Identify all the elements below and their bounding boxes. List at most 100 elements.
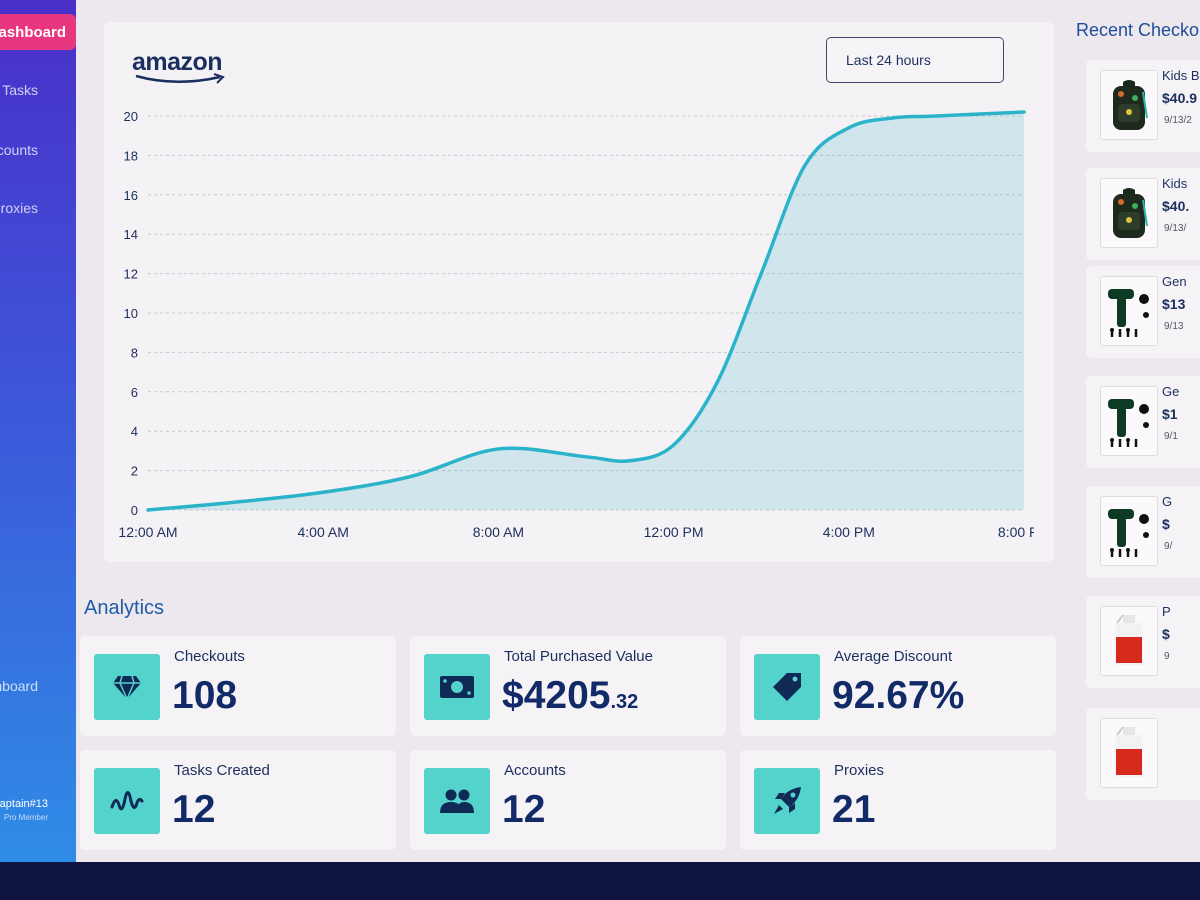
- product-price: $40.: [1162, 198, 1190, 214]
- y-tick-label: 2: [131, 464, 138, 479]
- data-point: [585, 455, 588, 458]
- stat-value: 21: [832, 788, 876, 831]
- data-point: [409, 475, 412, 478]
- stat-value: 92.67%: [832, 674, 965, 717]
- stat-card-total-purchased-value: Total Purchased Value $4205.32: [410, 636, 726, 736]
- data-point: [234, 501, 237, 504]
- product-name: Gen: [1162, 274, 1187, 289]
- stat-card-checkouts: Checkouts 108: [80, 636, 396, 736]
- product-name: Kids: [1162, 176, 1188, 191]
- diamond-icon: [94, 654, 160, 720]
- data-point: [628, 459, 631, 462]
- stat-label: Average Discount: [834, 648, 953, 665]
- stat-card-tasks-created: Tasks Created 12: [80, 750, 396, 850]
- bottle-icon: [1100, 606, 1158, 676]
- amazon-logo: amazon: [132, 48, 223, 76]
- data-point: [891, 116, 894, 119]
- checkout-date: 9/: [1164, 541, 1173, 552]
- sidebar-item-tasks[interactable]: Tasks: [2, 82, 38, 98]
- recent-checkouts-heading: Recent Checkouts: [1076, 20, 1200, 40]
- y-tick-label: 20: [124, 109, 138, 124]
- rocket-icon: [754, 768, 820, 834]
- data-point: [1023, 111, 1026, 114]
- series-line: [146, 110, 1026, 512]
- checkout-date: 9/13/: [1164, 223, 1187, 234]
- activity-icon: [94, 768, 160, 834]
- sidebar-item-dashboard-bottom[interactable]: Dashboard: [0, 678, 38, 694]
- y-tick-label: 16: [124, 188, 138, 203]
- recent-checkout-item[interactable]: G $9/: [1086, 486, 1200, 578]
- x-tick-label: 4:00 AM: [298, 524, 349, 540]
- user-name: Captain#13: [0, 798, 48, 810]
- recent-checkout-item[interactable]: Kids $40. 9/13/: [1086, 168, 1200, 260]
- massage-gun-icon: [1100, 386, 1158, 456]
- stat-card-average-discount: Average Discount 92.67%: [740, 636, 1056, 736]
- recent-checkout-item[interactable]: P $9: [1086, 596, 1200, 688]
- x-tick-label: 8:00 PM: [998, 524, 1034, 540]
- recent-checkout-item[interactable]: [1086, 708, 1200, 800]
- data-point: [760, 272, 763, 275]
- x-tick-label: 8:00 AM: [473, 524, 524, 540]
- y-tick-label: 18: [124, 148, 138, 163]
- y-tick-label: 14: [124, 227, 138, 242]
- bottle-icon: [1100, 718, 1158, 788]
- y-tick-label: 8: [131, 345, 138, 360]
- stat-value: 12: [502, 788, 546, 831]
- checkout-chart: 0 2 4 6 8 10 12 14 16 18 20 12:00 AM 4:00 AM 8:00 AM 1…: [118, 109, 1034, 540]
- stat-value: 108: [172, 674, 238, 717]
- product-price: $1: [1162, 406, 1178, 422]
- y-tick-label: 4: [131, 424, 138, 439]
- x-tick-label: 12:00 AM: [118, 524, 177, 540]
- users-icon: [424, 768, 490, 834]
- series-area: [148, 112, 1024, 510]
- user-subtitle: Pro Member: [3, 813, 48, 822]
- product-name: P: [1162, 604, 1171, 619]
- product-price: $13: [1162, 296, 1186, 312]
- stat-card-proxies: Proxies 21: [740, 750, 1056, 850]
- recent-checkout-item[interactable]: Gen $13 9/13: [1086, 266, 1200, 358]
- analytics-heading: Analytics: [84, 597, 165, 619]
- stat-card-accounts: Accounts 12: [410, 750, 726, 850]
- y-tick-label: 0: [131, 503, 138, 518]
- tag-icon: [754, 654, 820, 720]
- time-range-select[interactable]: Last 24 hours: [826, 37, 1004, 83]
- product-name: Ge: [1162, 384, 1180, 399]
- sidebar-item-accounts[interactable]: Accounts: [0, 142, 38, 158]
- data-point: [497, 447, 500, 450]
- checkout-date: 9/13: [1164, 321, 1184, 332]
- y-tick-label: 6: [131, 385, 138, 400]
- main-content: amazon Last 24 hours 0 2 4 6 8 10 12 14 16 18 20 12…: [76, 0, 1200, 862]
- massage-gun-icon: [1100, 276, 1158, 346]
- data-point: [847, 126, 850, 129]
- stat-label: Checkouts: [174, 648, 245, 665]
- sidebar-item-proxies[interactable]: Proxies: [0, 200, 38, 216]
- stat-label: Accounts: [504, 762, 566, 779]
- screen-bezel: [0, 862, 1200, 900]
- checkout-date: 9/13/2: [1164, 115, 1192, 126]
- x-tick-label: 4:00 PM: [823, 524, 875, 540]
- sidebar: Dashboard Tasks Accounts Proxies Dashboa…: [0, 0, 76, 862]
- recent-checkout-item[interactable]: Kids B $40.9 9/13/2: [1086, 60, 1200, 152]
- stat-label: Proxies: [834, 762, 885, 779]
- data-point: [147, 509, 150, 512]
- backpack-icon: [1100, 70, 1158, 140]
- user-profile[interactable]: Captain#13 Pro Member: [0, 798, 48, 838]
- sidebar-item-dashboard[interactable]: Dashboard: [0, 14, 76, 50]
- stat-label: Tasks Created: [174, 762, 270, 779]
- product-price: $: [1162, 626, 1170, 642]
- massage-gun-icon: [1100, 496, 1158, 566]
- checkout-date: 9: [1164, 651, 1170, 662]
- recent-checkout-item[interactable]: Ge $1 9/1: [1086, 376, 1200, 468]
- backpack-icon: [1100, 178, 1158, 248]
- stat-label: Total Purchased Value: [504, 648, 653, 665]
- chart-card: [104, 22, 1054, 562]
- cash-icon: [424, 654, 490, 720]
- y-tick-label: 12: [124, 267, 138, 282]
- stat-value: $4205.32: [502, 674, 639, 717]
- product-name: G: [1162, 494, 1173, 509]
- data-point: [935, 115, 938, 118]
- product-name: Kids B: [1162, 68, 1200, 83]
- y-tick-label: 10: [124, 306, 138, 321]
- amazon-smile-icon: [135, 73, 225, 84]
- product-price: $40.9: [1162, 90, 1198, 106]
